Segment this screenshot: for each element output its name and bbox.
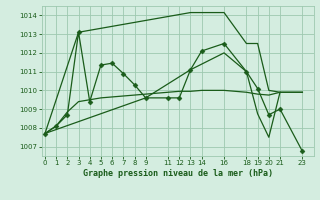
X-axis label: Graphe pression niveau de la mer (hPa): Graphe pression niveau de la mer (hPa) [83, 169, 273, 178]
